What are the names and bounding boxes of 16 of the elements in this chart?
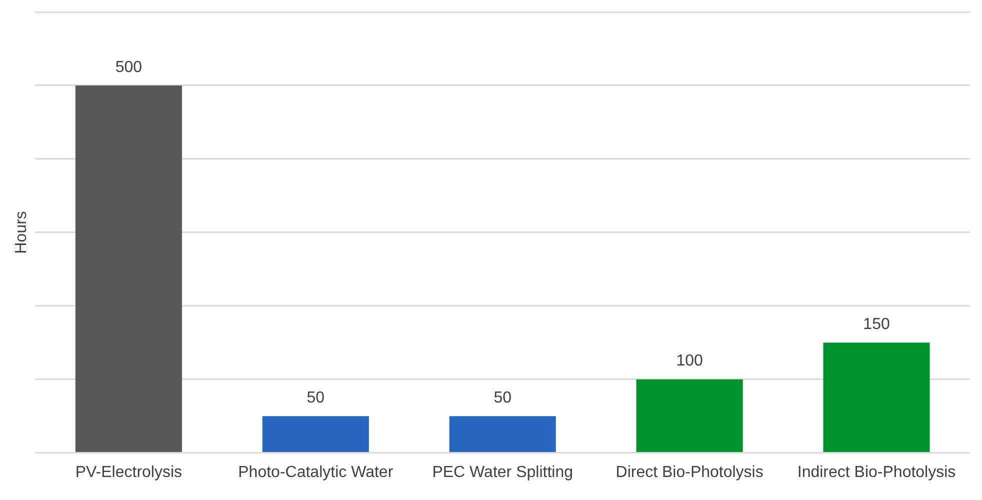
bar: [75, 85, 182, 452]
x-tick-label: PV-Electrolysis: [75, 464, 182, 481]
data-label: 100: [676, 352, 704, 370]
data-label: 500: [115, 58, 142, 76]
data-label: 150: [863, 316, 890, 334]
bar: [823, 342, 930, 452]
x-tick-label: Indirect Bio-Photolysis: [797, 464, 956, 481]
x-tick-label: Photo-Catalytic Water: [238, 464, 394, 481]
bar: [449, 416, 556, 452]
bar: [262, 416, 369, 452]
data-label: 50: [494, 389, 512, 406]
y-axis-title: Hours: [13, 211, 30, 254]
x-tick-label: Direct Bio-Photolysis: [616, 464, 764, 481]
data-label: 50: [306, 389, 325, 406]
bar: [636, 379, 743, 452]
x-tick-label: PEC Water Splitting: [432, 464, 573, 481]
